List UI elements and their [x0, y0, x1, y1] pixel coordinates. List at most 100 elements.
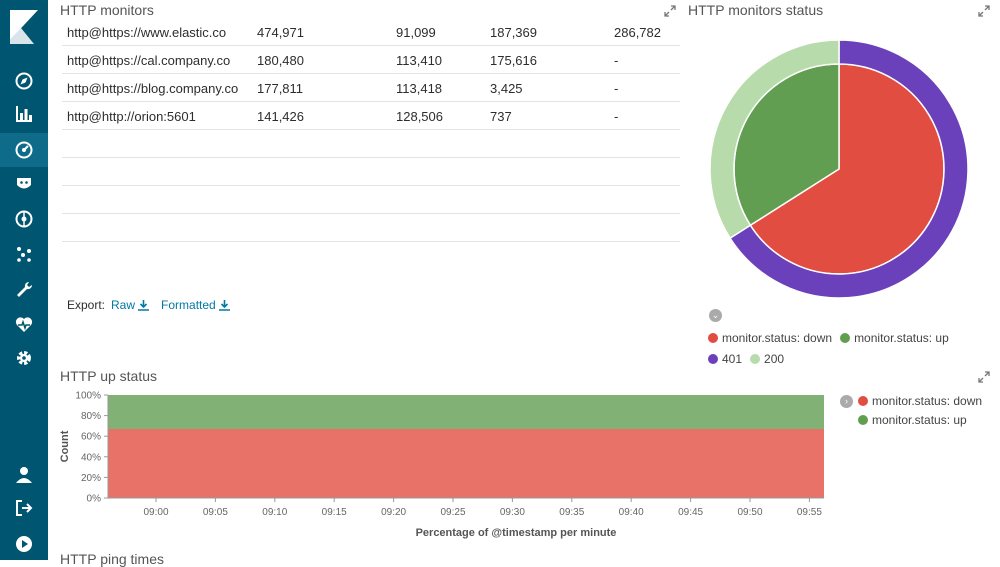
export-label: Export:: [67, 298, 106, 312]
monitoring-icon[interactable]: [12, 313, 36, 337]
x-tick-label: 09:35: [559, 507, 584, 518]
x-tick-label: 09:45: [678, 507, 703, 518]
legend-toggle-icon[interactable]: ⌄: [709, 309, 722, 322]
x-tick-label: 09:10: [262, 507, 287, 518]
table-cell: 141,426: [257, 109, 304, 124]
table-cell: 113,418: [396, 81, 443, 96]
y-axis-label: Count: [59, 430, 71, 462]
y-tick-label: 100%: [75, 391, 101, 402]
pie-slice[interactable]: [729, 39, 969, 299]
x-tick-label: 09:55: [797, 507, 822, 518]
monitor-name-cell: http@https://cal.company.co: [67, 53, 231, 68]
table-cell: -: [614, 109, 619, 124]
table-cell: 286,782: [614, 25, 661, 40]
collapse-play-icon[interactable]: [12, 532, 36, 556]
sidebar-nav: [0, 0, 48, 560]
table-row: http@https://blog.company.co 177,811 113,4…: [62, 74, 680, 102]
x-tick-label: 09:30: [500, 507, 525, 518]
legend-swatch: [750, 354, 761, 364]
y-tick-label: 20%: [81, 473, 101, 484]
table-cell: 3,425: [490, 81, 523, 96]
table-row: http@http://orion:5601 141,426 128,506 737 -: [62, 102, 680, 130]
table-row: http@https://www.elastic.co 474,971 91,099…: [62, 18, 680, 46]
x-axis-label: Percentage of @timestamp per minute: [416, 527, 617, 539]
y-tick-label: 80%: [81, 411, 101, 422]
legend-label: monitor.status: up: [854, 331, 949, 345]
table-row-empty: [62, 186, 680, 214]
y-tick-label: 40%: [81, 452, 101, 463]
area-legend: monitor.status: down monitor.status: up: [858, 392, 1000, 430]
x-tick-label: 09:20: [381, 507, 406, 518]
export-bar: Export: Raw Formatted: [67, 298, 230, 312]
kibana-logo-icon[interactable]: [10, 10, 38, 44]
table-cell: -: [614, 53, 619, 68]
table-row-empty: [62, 130, 680, 158]
http-ping-times-title: HTTP ping times: [60, 551, 164, 567]
graph-icon[interactable]: [12, 242, 36, 266]
x-tick-label: 09:15: [322, 507, 347, 518]
table-cell: 91,099: [396, 25, 436, 40]
legend-item[interactable]: 200: [750, 349, 784, 369]
legend-item[interactable]: monitor.status: down: [708, 328, 832, 348]
x-tick-label: 09:50: [737, 507, 762, 518]
monitors-status-title: HTTP monitors status: [688, 2, 824, 18]
monitors-table: http@https://www.elastic.co 474,971 91,099…: [62, 18, 680, 242]
legend-label: monitor.status: up: [872, 413, 967, 427]
pie-legend: monitor.status: down monitor.status: up 40…: [708, 328, 998, 370]
x-tick-label: 09:05: [203, 507, 228, 518]
visualize-icon[interactable]: [12, 102, 36, 126]
area-series-band[interactable]: [108, 428, 824, 498]
table-cell: 474,971: [257, 25, 304, 40]
export-raw-label: Raw: [111, 298, 136, 312]
logout-icon[interactable]: [12, 496, 36, 520]
table-row: http@https://cal.company.co 180,480 113,41…: [62, 46, 680, 74]
export-raw-link[interactable]: Raw: [111, 298, 150, 312]
x-tick-label: 09:00: [143, 507, 168, 518]
legend-item[interactable]: 401: [708, 349, 742, 369]
table-cell: 177,811: [257, 81, 304, 96]
legend-swatch: [858, 415, 868, 425]
x-tick-label: 09:25: [440, 507, 465, 518]
legend-label: monitor.status: down: [872, 394, 983, 408]
legend-swatch: [708, 354, 718, 364]
expand-panel-icon[interactable]: [978, 371, 990, 383]
discover-icon[interactable]: [12, 69, 36, 93]
table-cell: -: [614, 81, 619, 96]
table-cell: 175,616: [490, 53, 537, 68]
pie-slice[interactable]: [709, 39, 840, 240]
table-row-empty: [62, 214, 680, 242]
y-tick-label: 60%: [81, 432, 101, 443]
legend-item[interactable]: monitor.status: up: [840, 328, 949, 348]
x-tick-label: 09:40: [619, 507, 644, 518]
export-formatted-link[interactable]: Formatted: [161, 298, 230, 312]
legend-swatch: [708, 333, 718, 343]
dev-tools-icon[interactable]: [12, 278, 36, 302]
user-icon[interactable]: [12, 463, 36, 487]
monitor-name-cell: http@https://www.elastic.co: [67, 25, 227, 40]
monitor-name-cell: http@http://orion:5601: [67, 109, 196, 124]
y-tick-label: 0%: [87, 494, 102, 505]
machine-learning-icon[interactable]: [12, 207, 36, 231]
legend-toggle-icon[interactable]: ›: [840, 395, 853, 408]
legend-item[interactable]: monitor.status: up: [858, 411, 967, 429]
timelion-icon[interactable]: [12, 172, 36, 196]
table-cell: 113,410: [396, 53, 443, 68]
area-series-band[interactable]: [108, 395, 824, 429]
download-icon: [138, 299, 150, 311]
expand-panel-icon[interactable]: [664, 5, 676, 17]
table-cell: 737: [490, 109, 512, 124]
table-cell: 180,480: [257, 53, 304, 68]
download-icon: [218, 299, 230, 311]
legend-label: 200: [764, 352, 785, 366]
status-pie-chart: [709, 39, 969, 299]
expand-panel-icon[interactable]: [978, 5, 990, 17]
table-cell: 187,369: [490, 25, 537, 40]
export-formatted-label: Formatted: [161, 298, 216, 312]
up-status-area-chart: 100% 80% 60% 40% 20% 0% 09:00 09:05 09:10 09:15 09…: [59, 391, 824, 539]
legend-label: monitor.status: down: [722, 331, 833, 345]
settings-gear-icon[interactable]: [12, 346, 36, 370]
dashboard-icon[interactable]: [0, 133, 48, 167]
legend-item[interactable]: monitor.status: down: [858, 392, 982, 410]
table-row-empty: [62, 158, 680, 186]
legend-label: 401: [722, 352, 743, 366]
